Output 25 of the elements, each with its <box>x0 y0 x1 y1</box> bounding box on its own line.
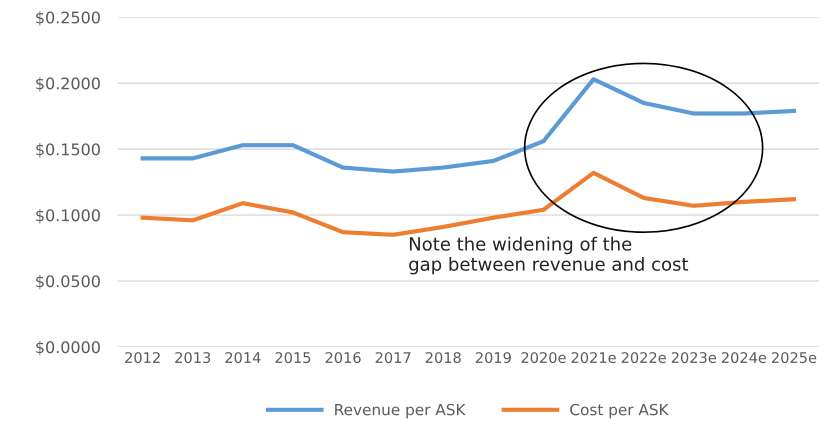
x-tick-label: 2012 <box>125 352 160 364</box>
y-tick-label: $0.0500 <box>36 274 100 290</box>
y-tick-label: $0.1500 <box>36 143 100 158</box>
x-tick-label: 2018 <box>426 352 461 364</box>
y-tick-label: $0.0000 <box>36 340 100 356</box>
x-tick-label: 2013 <box>175 352 210 364</box>
x-tick-label: 2021e <box>572 352 616 364</box>
x-tick-label: 2019 <box>476 352 511 364</box>
legend-label: Revenue per ASK <box>335 404 466 418</box>
x-tick-label: 2015 <box>275 352 310 364</box>
x-tick-label: 2017 <box>376 352 410 364</box>
x-tick-label: 2022e <box>622 352 666 364</box>
line-series <box>140 77 796 174</box>
y-tick-label: $0.2500 <box>36 11 100 26</box>
line-series <box>140 170 796 237</box>
x-tick-label: 2024e <box>722 352 766 364</box>
x-tick-label: 2025e <box>772 352 816 364</box>
x-tick-label: 2016 <box>326 352 361 364</box>
y-tick-label: $0.2000 <box>36 77 100 92</box>
y-tick-label: $0.1000 <box>36 209 100 224</box>
x-tick-label: 2023e <box>672 352 716 364</box>
legend-label: Cost per ASK <box>570 404 669 418</box>
x-tick-label: 2020e <box>521 352 566 364</box>
x-tick-label: 2014 <box>225 352 261 364</box>
annotation: Note the widening of the gap between revenue and cost <box>409 236 688 274</box>
